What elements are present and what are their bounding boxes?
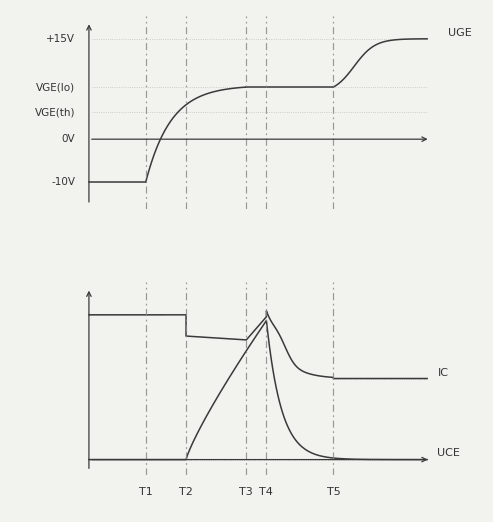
Text: 0V: 0V — [62, 134, 75, 144]
Text: T5: T5 — [326, 487, 340, 496]
Text: VGE(th): VGE(th) — [35, 107, 75, 117]
Text: IC: IC — [437, 367, 449, 378]
Text: +15V: +15V — [46, 34, 75, 44]
Text: UCE: UCE — [437, 448, 460, 458]
Text: T1: T1 — [139, 487, 153, 496]
Text: T4: T4 — [259, 487, 273, 496]
Text: T3: T3 — [240, 487, 253, 496]
Text: -10V: -10V — [51, 176, 75, 187]
Text: VGE(Io): VGE(Io) — [36, 82, 75, 92]
Text: UGE: UGE — [448, 28, 472, 38]
Text: T2: T2 — [179, 487, 193, 496]
